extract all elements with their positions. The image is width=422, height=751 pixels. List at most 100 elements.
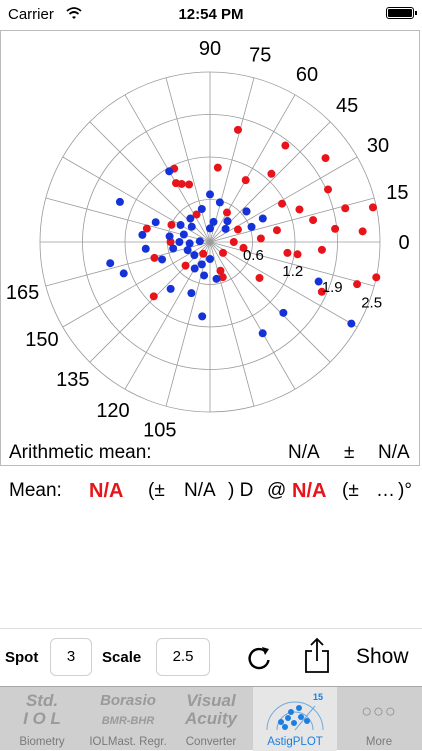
tab-iolmaster-caption: IOLMast. Regr. [89,736,167,748]
angle-label: 90 [199,38,221,60]
controls-bar: Spot 3 Scale 2.5 Show [0,628,422,687]
data-point [206,224,214,233]
data-point [317,245,326,254]
arithmetic-mean-label: Arithmetic mean: [9,442,152,463]
data-point [215,198,224,207]
data-point [295,205,304,214]
share-icon[interactable] [303,637,331,675]
data-point [216,266,225,275]
scale-label: Scale [102,649,142,666]
data-point [183,246,192,255]
data-point [179,230,188,239]
tab-bar: Std. I O L Biometry Borasio BMR-BHR IOLM… [0,686,422,751]
angle-label: 105 [143,419,176,440]
scale-field[interactable]: 2.5 [156,638,210,676]
status-bar: Carrier 12:54 PM [0,0,422,28]
data-point [321,154,330,163]
astigplot-icon: 15 [266,692,324,731]
angle-label: 120 [96,400,129,422]
data-point [150,253,159,262]
data-point [241,176,250,185]
data-point [185,180,194,189]
data-point [272,226,281,235]
mean-label: Mean: [9,480,62,501]
angle-label: 45 [336,95,358,117]
data-point [141,244,150,253]
data-point [258,214,267,223]
tab-visual-acuity[interactable]: Visual Acuity Converter [169,687,253,751]
data-point [247,222,256,231]
data-point [149,292,158,301]
data-point [267,169,276,178]
mean-unit: ) D [228,480,254,501]
angle-label: 135 [56,369,89,391]
data-point [138,230,147,239]
mean-open-paren: (± [148,480,165,501]
mean-value: N/A [89,480,124,502]
data-point [151,218,160,227]
show-button[interactable]: Show [356,645,409,668]
polar-plot[interactable]: 0 15 30 45 60 75 90 105 120 135 150 165 0.6 1.2 1.9 2.5 [0,30,420,440]
data-point [209,217,218,226]
arithmetic-mean-sd: N/A [378,442,410,463]
data-point [165,232,174,241]
data-point [190,251,199,260]
tab-visual-acuity-line2: Acuity [185,709,237,728]
data-point [347,319,356,328]
grid-spoke [45,197,375,287]
data-points [106,125,381,338]
data-point [258,329,267,338]
arithmetic-mean-value: N/A [288,442,320,463]
tab-astigplot[interactable]: 15 AstigPLOT [253,687,337,751]
data-point [218,273,227,282]
polar-grid [39,71,381,413]
tab-iolmaster-regression[interactable]: Borasio BMR-BHR IOLMast. Regr. [86,687,170,751]
spot-label: Spot [5,649,39,666]
refresh-icon[interactable] [244,643,274,673]
data-point [283,248,292,257]
tab-iolmaster-line2: BMR-BHR [101,715,155,727]
data-point [185,239,194,248]
data-point [176,221,185,229]
angle-label: 75 [249,45,271,67]
data-point [293,250,302,259]
data-point [256,234,265,243]
data-point [106,259,115,268]
radial-label: 1.9 [322,279,343,296]
angle-label: 60 [296,64,318,86]
data-point [195,237,204,246]
data-point [212,274,221,283]
tab-biometry[interactable]: Std. I O L Biometry [0,687,84,751]
mean-at: @ [267,480,287,501]
data-point [198,312,207,321]
battery-icon [386,7,417,19]
mean-sd: N/A [184,480,216,501]
data-point [233,125,242,134]
data-point [115,197,124,206]
data-point [187,222,196,231]
tab-astigplot-caption: AstigPLOT [267,736,323,748]
angle-label: 150 [25,329,58,351]
data-point [158,255,167,264]
data-point [314,277,323,286]
data-point [192,210,201,219]
spot-field[interactable]: 3 [50,638,92,676]
radial-label: 2.5 [361,295,382,312]
data-point [242,207,251,216]
data-point [372,273,381,282]
angle-label: 30 [367,135,389,157]
data-point [233,225,242,234]
mean-axis: N/A [292,480,327,502]
data-point [197,205,206,214]
data-point [229,238,238,246]
data-point [167,220,176,229]
plot-frame [0,30,420,466]
tab-more[interactable]: ○○○ More [337,687,421,751]
mean-row: Mean: N/A (± N/A ) D @ N/A (± … )° [0,478,422,508]
plot-labels: 0 15 30 45 60 75 90 105 120 135 150 165 0.6 1.2 1.9 2.5 [6,38,410,440]
wifi-icon [66,7,82,19]
data-point [206,190,214,199]
tab-visual-acuity-line1: Visual [186,691,236,710]
data-point [309,216,318,225]
tab-visual-acuity-caption: Converter [185,736,237,748]
